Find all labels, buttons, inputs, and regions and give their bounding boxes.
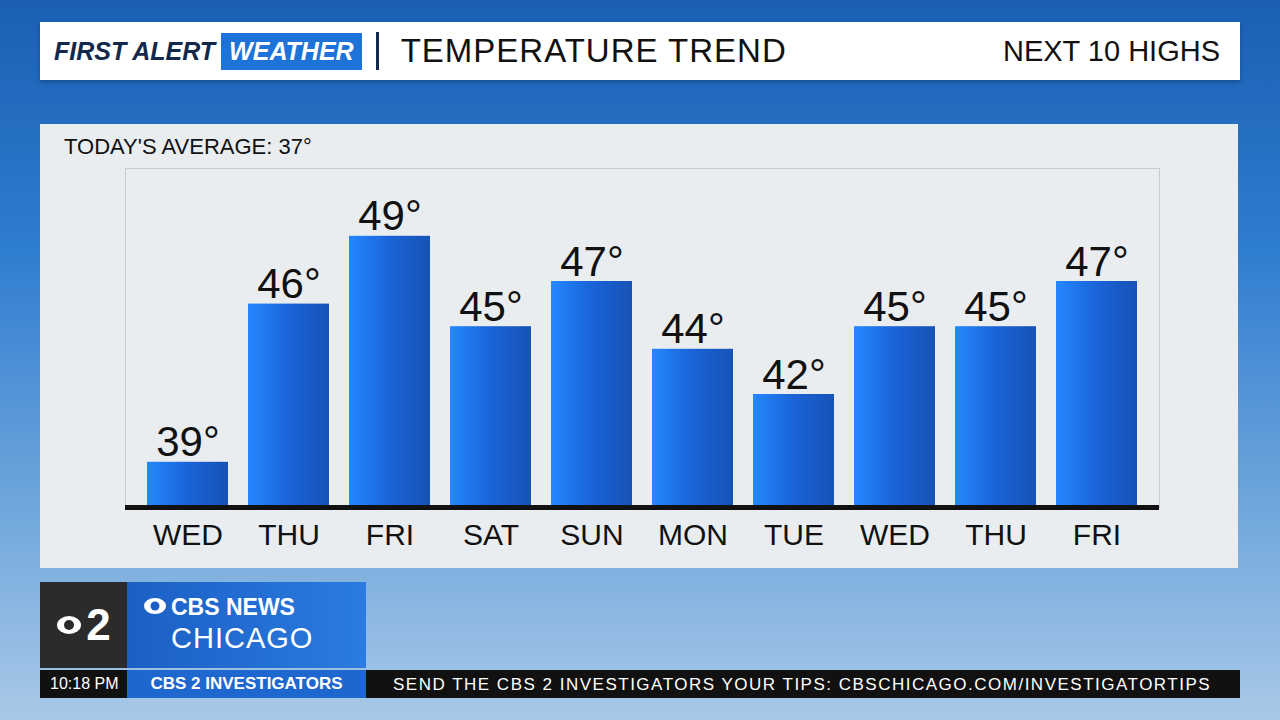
html-text:NEXT 10 HIGHS: NEXT 10 HIGHS: [1003, 34, 1220, 67]
html-text:10:18 PM: 10:18 PM: [50, 675, 119, 692]
svg-text:47°: 47°: [1065, 238, 1129, 285]
svg-text:44°: 44°: [661, 305, 725, 352]
html-text:FIRST ALERT: FIRST ALERT: [54, 36, 216, 65]
svg-text:WED: WED: [153, 518, 223, 551]
svg-text:49°: 49°: [358, 192, 422, 239]
svg-text:THU: THU: [258, 518, 320, 551]
html-text:SEND THE CBS 2 INVESTIGATORS Y: SEND THE CBS 2 INVESTIGATORS YOUR TIPS: …: [393, 675, 1212, 694]
svg-text:45°: 45°: [964, 283, 1028, 330]
html-text:TEMPERATURE TREND: TEMPERATURE TREND: [400, 32, 787, 69]
html-text:2: 2: [86, 600, 111, 649]
html-text:CBS NEWS: CBS NEWS: [171, 594, 295, 620]
svg-text:39°: 39°: [156, 418, 220, 465]
svg-text:THU: THU: [965, 518, 1027, 551]
svg-text:47°: 47°: [560, 238, 624, 285]
svg-text:42°: 42°: [762, 351, 826, 398]
svg-text:SUN: SUN: [560, 518, 623, 551]
html-text:CBS 2 INVESTIGATORS: CBS 2 INVESTIGATORS: [150, 674, 343, 693]
svg-text:FRI: FRI: [366, 518, 414, 551]
svg-text:WED: WED: [860, 518, 930, 551]
html-text:WEATHER: WEATHER: [229, 36, 354, 65]
svg-text:45°: 45°: [863, 283, 927, 330]
svg-text:46°: 46°: [257, 260, 321, 307]
svg-text:TUE: TUE: [764, 518, 824, 551]
svg-text:45°: 45°: [459, 283, 523, 330]
html-text:TODAY'S AVERAGE: 37°: TODAY'S AVERAGE: 37°: [64, 134, 312, 159]
svg-text:MON: MON: [658, 518, 728, 551]
svg-text:SAT: SAT: [463, 518, 519, 551]
html-text:CHICAGO: CHICAGO: [171, 622, 314, 654]
svg-text:FRI: FRI: [1073, 518, 1121, 551]
